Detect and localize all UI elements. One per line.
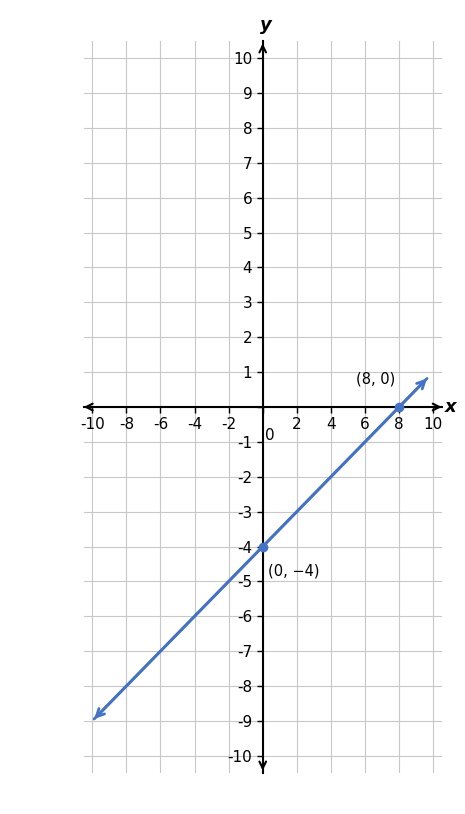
Text: 0: 0 [265,428,275,443]
Text: (0, −4): (0, −4) [268,564,319,579]
Text: y: y [260,15,272,33]
Text: x: x [445,398,457,416]
Text: (8, 0): (8, 0) [357,371,396,386]
